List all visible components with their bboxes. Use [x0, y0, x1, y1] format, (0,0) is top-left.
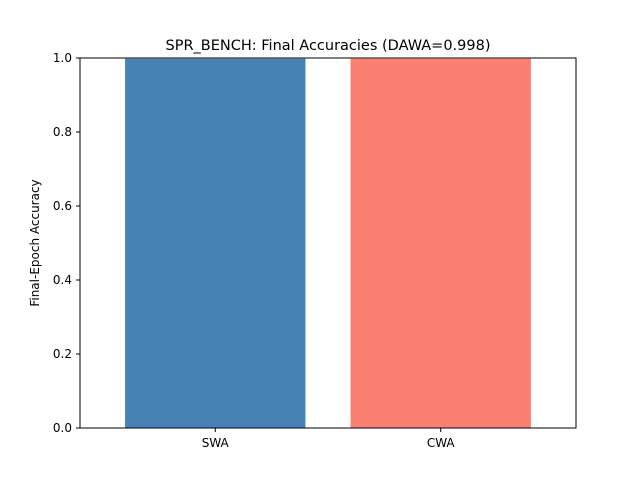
y-tick-label: 0.4 [53, 273, 72, 287]
y-tick-label: 0.0 [53, 421, 72, 435]
y-tick-label: 0.8 [53, 125, 72, 139]
bar-swa [125, 58, 306, 429]
x-tick-label: SWA [202, 436, 230, 450]
y-tick-label: 0.2 [53, 347, 72, 361]
y-axis-label: Final-Epoch Accuracy [28, 179, 42, 306]
plot-frame [79, 57, 577, 429]
x-ticks-group: SWA CWA [202, 428, 456, 450]
chart-title: SPR_BENCH: Final Accuracies (DAWA=0.998) [166, 38, 491, 54]
y-ticks-group: 0.0 0.2 0.4 0.6 0.8 1.0 [53, 51, 80, 435]
bar-cwa [350, 58, 531, 429]
y-tick-label: 1.0 [53, 51, 72, 65]
x-tick-label: CWA [427, 436, 456, 450]
y-tick-label: 0.6 [53, 199, 72, 213]
bars-group [125, 58, 531, 429]
